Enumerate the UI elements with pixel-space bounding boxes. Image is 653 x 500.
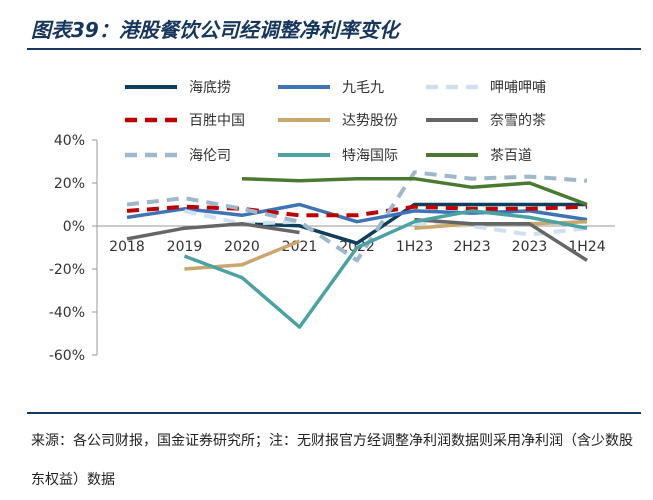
legend-label: 呷哺呷哺 (490, 80, 546, 96)
legend-label: 特海国际 (342, 148, 398, 164)
series-path (241, 202, 587, 245)
y-tick-label: -40% (49, 305, 85, 321)
series-line (183, 209, 588, 329)
y-axis: -60% -40% -20% 0% 20% 40% (49, 133, 98, 364)
figure-title: 图表39：港股餐饮公司经调整净利率变化 (31, 18, 399, 42)
legend-label: 海底捞 (189, 80, 231, 96)
x-tick-label: 2019 (167, 239, 203, 255)
series-path (184, 208, 300, 226)
legend-item: 九毛九 (278, 80, 384, 96)
x-tick-label: 1H24 (568, 239, 605, 255)
y-tick-label: -20% (49, 262, 85, 278)
series-path (414, 217, 588, 262)
series-line (126, 170, 588, 263)
series-path (126, 202, 588, 224)
y-tick-label: 0% (63, 219, 85, 235)
series-line (241, 202, 587, 245)
series-path (183, 209, 588, 329)
series-line (126, 217, 588, 262)
source-note: 来源：各公司财报，国金证券研究所；注：无财报官方经调整净利润数据则采用净利润（含… (31, 433, 633, 488)
legend-item: 茶百道 (426, 148, 532, 164)
series-line (241, 176, 588, 207)
footer-rule (27, 412, 641, 414)
series-path (126, 170, 588, 263)
x-tick-label: 2018 (109, 239, 145, 255)
legend-item: 达势股份 (278, 113, 398, 129)
series-layer (126, 170, 588, 329)
series-path (184, 239, 301, 271)
x-tick-label: 2H23 (453, 239, 490, 255)
legend-item: 特海国际 (278, 148, 398, 164)
legend-label: 茶百道 (490, 148, 532, 164)
legend-label: 达势股份 (342, 113, 398, 129)
legend-label: 百胜中国 (189, 113, 245, 129)
series-path (126, 222, 300, 241)
legend-label: 奈雪的茶 (490, 113, 546, 129)
x-tick-label: 2023 (512, 239, 548, 255)
x-tick-label: 1H23 (396, 239, 433, 255)
title-rule (27, 48, 641, 50)
series-line (126, 202, 588, 224)
y-tick-label: 20% (54, 176, 85, 192)
legend-item: 奈雪的茶 (426, 113, 546, 129)
series-path (241, 176, 588, 207)
legend-item: 呷哺呷哺 (426, 80, 546, 96)
y-tick-label: -60% (49, 348, 85, 364)
legend-label: 海伦司 (189, 148, 231, 164)
legend-label: 九毛九 (342, 80, 384, 96)
y-tick-label: 40% (54, 133, 85, 149)
legend-item: 百胜中国 (125, 113, 245, 129)
series-path (126, 204, 588, 218)
legend-item: 海底捞 (125, 80, 231, 96)
legend-item: 海伦司 (125, 148, 231, 164)
x-tick-label: 2020 (224, 239, 260, 255)
series-line (126, 204, 588, 218)
